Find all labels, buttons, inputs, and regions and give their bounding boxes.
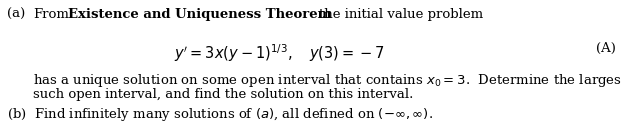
Text: (A): (A) bbox=[596, 42, 616, 55]
Text: From: From bbox=[33, 8, 69, 21]
Text: (a): (a) bbox=[7, 8, 25, 21]
Text: the initial value problem: the initial value problem bbox=[319, 8, 483, 21]
Text: (b)  Find infinitely many solutions of $(a)$, all defined on $(-\infty, \infty)$: (b) Find infinitely many solutions of $(… bbox=[7, 106, 433, 123]
Text: such open interval, and find the solution on this interval.: such open interval, and find the solutio… bbox=[33, 88, 414, 101]
Text: Existence and Uniqueness Theorem: Existence and Uniqueness Theorem bbox=[68, 8, 332, 21]
Text: has a unique solution on some open interval that contains $x_0 = 3$.  Determine : has a unique solution on some open inter… bbox=[33, 72, 621, 89]
Text: $y' = 3x(y-1)^{1/3}, \quad y(3) = -7$: $y' = 3x(y-1)^{1/3}, \quad y(3) = -7$ bbox=[175, 42, 384, 64]
